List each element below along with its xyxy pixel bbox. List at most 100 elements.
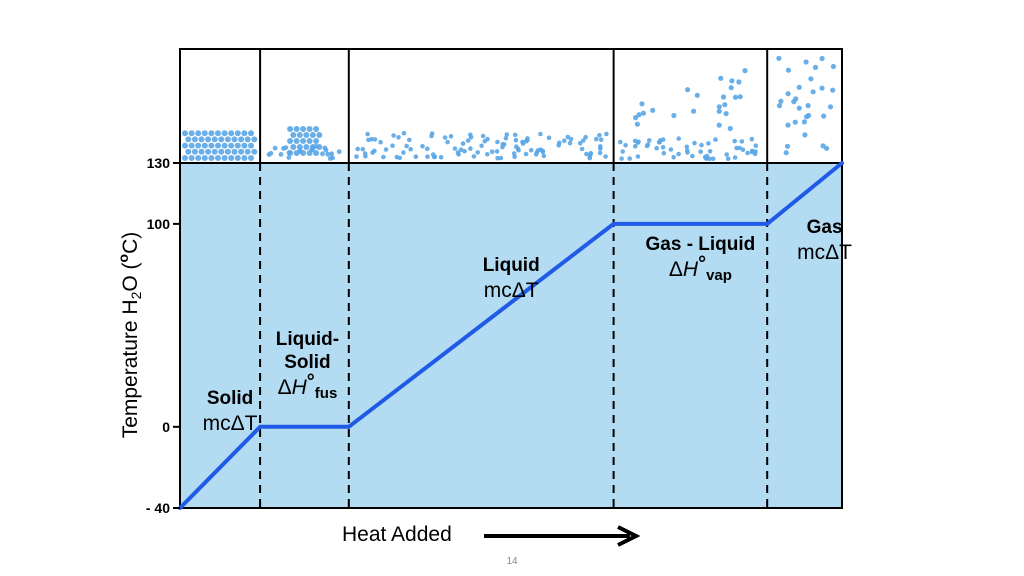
- molecule: [581, 138, 586, 143]
- molecule: [498, 155, 504, 161]
- molecule: [633, 115, 639, 121]
- molecule: [650, 107, 656, 113]
- molecule: [588, 150, 594, 156]
- molecule: [489, 149, 495, 154]
- molecule: [224, 148, 231, 155]
- molecule: [458, 147, 464, 152]
- molecule: [248, 142, 254, 149]
- molecule: [383, 147, 389, 152]
- molecule: [287, 138, 294, 144]
- molecule: [734, 145, 739, 151]
- molecule: [597, 133, 602, 138]
- molecule: [636, 112, 642, 118]
- molecule: [819, 55, 825, 62]
- molecule: [378, 139, 383, 145]
- molecule: [504, 132, 510, 137]
- region-title: Liquid-: [276, 329, 339, 350]
- molecule: [460, 141, 466, 146]
- molecule: [244, 148, 251, 155]
- molecule: [234, 155, 241, 161]
- region-title: Liquid: [483, 255, 540, 276]
- molecule: [661, 150, 667, 156]
- molecule: [182, 130, 188, 137]
- molecule: [723, 111, 729, 117]
- y-axis-label: Temperature H2O (oC): [115, 232, 144, 439]
- molecule: [732, 94, 739, 100]
- molecule: [495, 155, 500, 161]
- molecule: [272, 145, 278, 151]
- region-labels: SolidmcΔTLiquid-SolidΔH°fusLiquidmcΔTGas…: [203, 217, 853, 435]
- molecule: [360, 146, 366, 152]
- molecule: [720, 94, 727, 100]
- molecule: [706, 141, 711, 146]
- molecule: [528, 147, 534, 153]
- molecule: [500, 141, 506, 147]
- molecule: [442, 135, 448, 140]
- region-title: Gas - Liquid: [646, 234, 756, 255]
- molecule: [241, 155, 248, 161]
- molecule: [300, 126, 307, 132]
- molecule: [736, 79, 742, 85]
- molecule: [565, 134, 571, 140]
- molecule: [244, 136, 251, 143]
- molecule: [195, 155, 202, 161]
- molecule: [211, 148, 218, 155]
- molecule: [438, 155, 444, 160]
- molecule: [251, 148, 258, 155]
- molecule: [241, 130, 248, 137]
- molecule: [336, 149, 342, 155]
- molecule: [732, 138, 737, 144]
- molecule: [824, 145, 830, 151]
- y-tick-label: 130: [147, 155, 171, 171]
- region-label: Solid mcΔT: [203, 388, 258, 435]
- molecule: [568, 136, 574, 142]
- molecule: [354, 154, 359, 159]
- molecule: [408, 146, 414, 152]
- page-number: 14: [506, 556, 518, 567]
- molecule: [300, 138, 307, 144]
- molecule: [479, 143, 484, 149]
- molecule: [445, 139, 450, 145]
- molecule: [401, 130, 407, 136]
- molecule: [366, 137, 371, 143]
- molecule: [729, 78, 735, 84]
- molecule: [639, 101, 645, 107]
- x-axis-label: Heat Added: [342, 523, 452, 546]
- region-label: Gas mcΔT: [797, 217, 852, 264]
- molecule: [218, 148, 225, 155]
- molecule: [784, 143, 791, 149]
- molecule: [785, 122, 791, 128]
- molecule: [287, 126, 294, 132]
- molecule: [286, 155, 292, 160]
- molecule: [468, 146, 473, 151]
- molecule: [425, 154, 430, 159]
- molecule: [330, 155, 335, 161]
- molecule: [306, 126, 313, 132]
- molecule: [713, 137, 718, 142]
- molecule: [511, 151, 517, 156]
- molecule: [241, 142, 248, 149]
- y-axis-ticks: - 40 0 100 130: [146, 155, 180, 516]
- y-tick-label: - 40: [146, 500, 170, 516]
- molecule: [821, 113, 827, 119]
- molecule: [676, 151, 681, 157]
- molecule: [716, 104, 722, 110]
- molecule: [512, 132, 518, 138]
- chart-frame: [179, 48, 843, 509]
- molecule: [211, 136, 218, 143]
- molecule: [737, 94, 743, 100]
- molecule: [201, 130, 208, 137]
- molecule: [776, 55, 782, 61]
- molecule: [740, 147, 746, 152]
- molecule: [671, 155, 676, 160]
- molecule: [791, 99, 797, 105]
- molecule: [654, 145, 659, 151]
- molecule: [425, 146, 430, 152]
- molecule: [309, 132, 316, 138]
- molecule: [594, 136, 599, 142]
- molecule: [541, 153, 547, 159]
- molecule: [656, 139, 662, 145]
- molecule: [749, 136, 755, 142]
